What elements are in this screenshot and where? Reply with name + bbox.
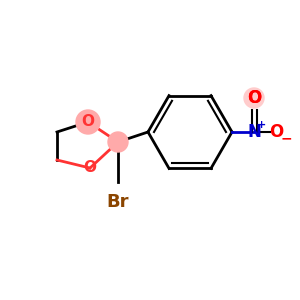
Circle shape (244, 88, 264, 108)
Text: Br: Br (107, 193, 129, 211)
Text: O: O (247, 89, 261, 107)
Text: O: O (83, 160, 97, 175)
Text: −: − (280, 131, 292, 145)
Text: O: O (247, 89, 261, 107)
Circle shape (76, 110, 100, 134)
Circle shape (108, 132, 128, 152)
Text: O: O (82, 115, 94, 130)
Text: O: O (269, 123, 283, 141)
Text: +: + (257, 120, 267, 130)
Text: N: N (247, 123, 261, 141)
